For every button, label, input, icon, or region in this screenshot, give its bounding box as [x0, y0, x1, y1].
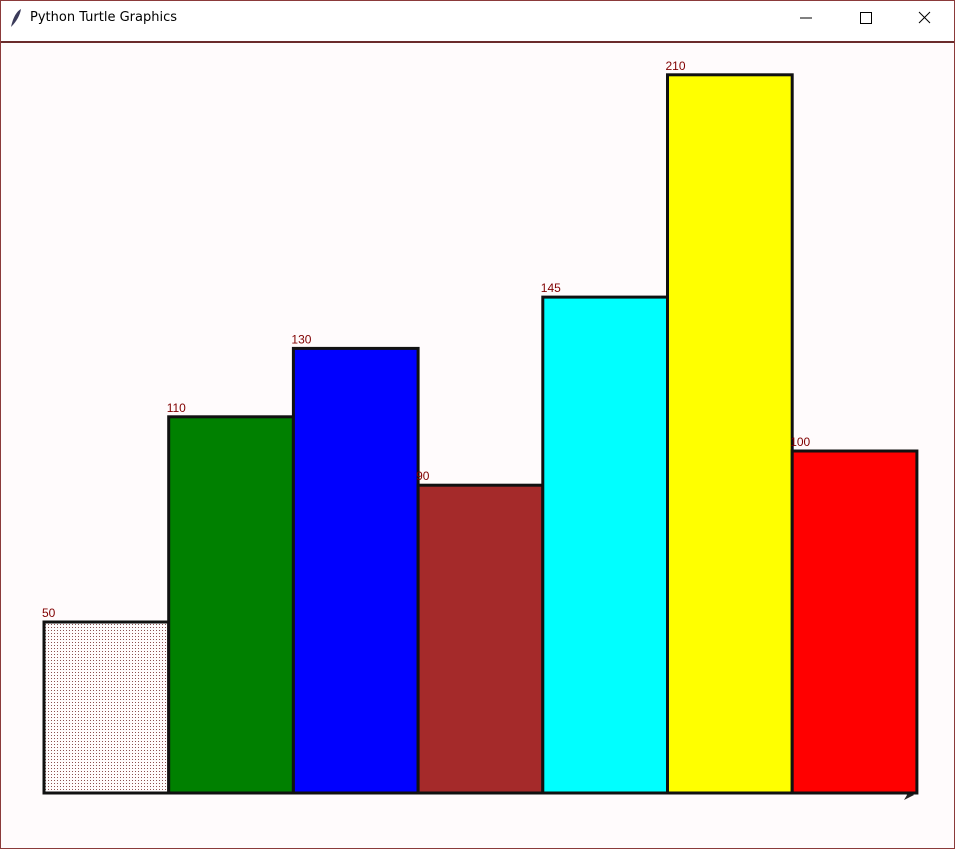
window-title: Python Turtle Graphics: [30, 10, 177, 25]
bar-value-label: 130: [291, 332, 311, 346]
bar: [167, 415, 295, 795]
bar-value-label: 100: [790, 435, 810, 449]
bar: [541, 295, 669, 795]
bar-value-label: 210: [666, 59, 686, 73]
bar-value-label: 145: [541, 281, 561, 295]
title-bar: Python Turtle Graphics: [1, 1, 954, 43]
bar: [416, 483, 545, 795]
bar: [291, 346, 420, 795]
bar: [666, 73, 794, 795]
app-icon: [11, 9, 21, 27]
bar: [790, 449, 919, 795]
maximize-button[interactable]: [860, 12, 872, 24]
bar: [42, 620, 171, 795]
close-button[interactable]: [918, 11, 931, 24]
window-controls[interactable]: [794, 1, 954, 41]
bar-value-label: 50: [42, 606, 56, 620]
bar-value-label: 110: [167, 401, 186, 415]
bar-value-label: 90: [416, 469, 430, 483]
